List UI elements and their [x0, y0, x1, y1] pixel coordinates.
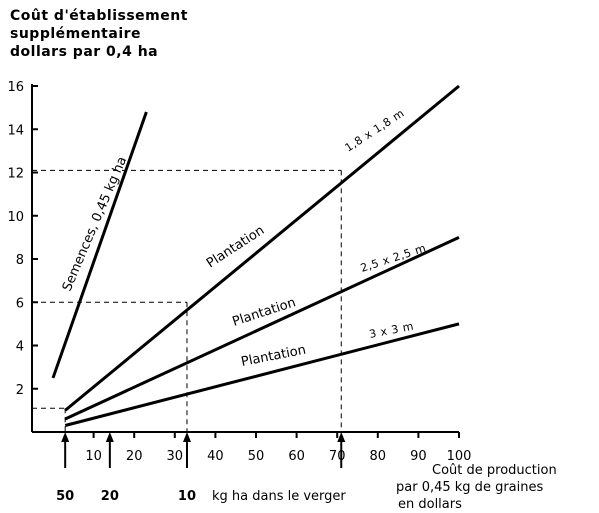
y-tick-label: 4	[16, 340, 24, 355]
x-tick-label: 20	[126, 449, 143, 464]
x-tick-label: 60	[288, 449, 305, 464]
x-tick-label: 40	[207, 449, 224, 464]
x-tick-label: 10	[85, 449, 102, 464]
xlabel-line-3: en dollars	[398, 497, 462, 512]
secondary-marker-label: 20	[101, 489, 119, 504]
y-tick-label: 12	[7, 167, 24, 182]
xlabel-line-1: Coût de production	[432, 463, 557, 478]
arrow-head	[105, 432, 114, 442]
title-line-1: Coût d'établissement	[10, 8, 188, 24]
secondary-marker-label: 10	[178, 489, 196, 504]
y-tick-label: 14	[7, 123, 24, 138]
series-label-plantation-2: Plantation	[231, 295, 298, 330]
y-tick-label: 10	[7, 210, 24, 225]
series-line	[64, 236, 460, 421]
x-tick-label: 30	[167, 449, 184, 464]
y-tick-label: 16	[7, 80, 24, 95]
x-tick-label: 80	[370, 449, 387, 464]
secondary-axis-label: kg ha dans le verger	[212, 489, 346, 504]
secondary-marker-label: 50	[56, 489, 74, 504]
x-tick-label: 100	[447, 449, 472, 464]
y-tick-label: 8	[16, 253, 24, 268]
series-line	[51, 111, 148, 379]
title-line-3: dollars par 0,4 ha	[10, 44, 158, 60]
xlabel-line-2: par 0,45 kg de graines	[396, 480, 543, 495]
series-group	[51, 84, 460, 427]
chart-title: Coût d'établissement supplémentaire doll…	[10, 8, 188, 60]
series-dim-1: 1,8 x 1,8 m	[343, 106, 407, 154]
title-line-2: supplémentaire	[10, 26, 141, 42]
series-line	[64, 322, 460, 427]
arrow-head	[61, 432, 70, 442]
series-line	[64, 84, 460, 412]
x-tick-label: 90	[410, 449, 427, 464]
arrow-head	[182, 432, 191, 442]
y-tick-label: 6	[16, 296, 24, 311]
y-tick-label: 2	[16, 383, 24, 398]
x-tick-label: 50	[248, 449, 265, 464]
y-tick-group: 2 4 6 8 10 12 14 16	[7, 80, 38, 398]
x-tick-group: 10 20 30 40 50 60 70 80 90 100	[85, 432, 471, 464]
series-label-plantation-1: Plantation	[204, 223, 267, 271]
x-tick-label: 70	[329, 449, 346, 464]
arrow-head	[337, 432, 346, 442]
series-label-semences: Semences, 0,45 kg ha	[60, 155, 130, 294]
x-axis-label: Coût de production par 0,45 kg de graine…	[396, 463, 557, 512]
secondary-marker-group: 50 20 10	[56, 432, 346, 504]
reference-lines	[32, 169, 342, 432]
